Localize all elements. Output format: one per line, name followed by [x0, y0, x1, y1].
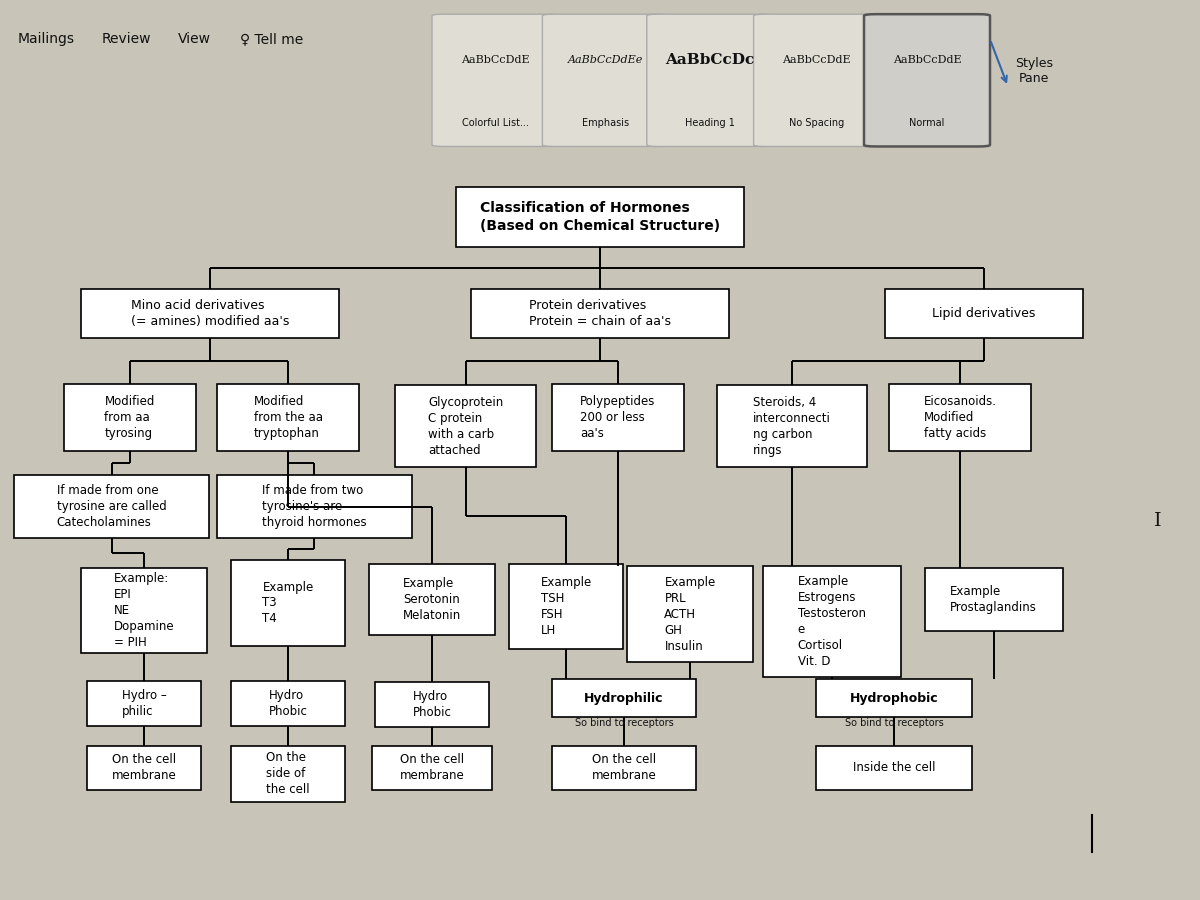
- Text: Steroids, 4
interconnecti
ng carbon
rings: Steroids, 4 interconnecti ng carbon ring…: [754, 396, 830, 457]
- Text: Hydro
Phobic: Hydro Phobic: [269, 688, 307, 717]
- Text: AaBbCcDdEe: AaBbCcDdEe: [568, 55, 643, 65]
- Text: Example
Estrogens
Testosteron
e
Cortisol
Vit. D: Example Estrogens Testosteron e Cortisol…: [798, 575, 865, 668]
- FancyBboxPatch shape: [864, 14, 990, 147]
- Text: If made from one
tyrosine are called
Catecholamines: If made from one tyrosine are called Cat…: [56, 484, 167, 529]
- FancyBboxPatch shape: [395, 385, 536, 467]
- FancyBboxPatch shape: [647, 14, 773, 147]
- FancyBboxPatch shape: [470, 289, 730, 338]
- Text: Example
Serotonin
Melatonin: Example Serotonin Melatonin: [403, 577, 461, 622]
- Text: Review: Review: [102, 32, 151, 47]
- Text: Glycoprotein
C protein
with a carb
attached: Glycoprotein C protein with a carb attac…: [428, 396, 503, 457]
- FancyBboxPatch shape: [552, 384, 684, 451]
- FancyBboxPatch shape: [718, 385, 866, 467]
- Text: On the cell
membrane: On the cell membrane: [112, 753, 176, 782]
- FancyBboxPatch shape: [754, 14, 880, 147]
- Text: If made from two
tyrosine's are
thyroid hormones: If made from two tyrosine's are thyroid …: [262, 484, 367, 529]
- Text: AaBbCcDdE: AaBbCcDdE: [893, 55, 961, 65]
- FancyBboxPatch shape: [88, 745, 200, 790]
- Text: Modified
from the aa
tryptophan: Modified from the aa tryptophan: [253, 395, 323, 440]
- Text: Example:
EPI
NE
Dopamine
= PIH: Example: EPI NE Dopamine = PIH: [114, 572, 174, 649]
- FancyBboxPatch shape: [628, 566, 754, 662]
- Text: Modified
from aa
tyrosing: Modified from aa tyrosing: [104, 395, 155, 440]
- Text: AaBbCcDc: AaBbCcDc: [665, 53, 755, 67]
- Text: On the cell
membrane: On the cell membrane: [400, 753, 464, 782]
- Text: Inside the cell: Inside the cell: [853, 761, 935, 774]
- Text: Example
PRL
ACTH
GH
Insulin: Example PRL ACTH GH Insulin: [665, 576, 715, 652]
- FancyBboxPatch shape: [217, 384, 359, 451]
- FancyBboxPatch shape: [924, 568, 1063, 631]
- Text: Heading 1: Heading 1: [685, 118, 734, 128]
- Text: On the
side of
the cell: On the side of the cell: [266, 752, 310, 796]
- Text: View: View: [178, 32, 211, 47]
- FancyBboxPatch shape: [884, 289, 1084, 338]
- Text: So bind to receptors: So bind to receptors: [575, 718, 673, 728]
- FancyBboxPatch shape: [552, 745, 696, 790]
- Text: Example
TSH
FSH
LH: Example TSH FSH LH: [541, 576, 592, 637]
- FancyBboxPatch shape: [230, 681, 346, 725]
- Text: Eicosanoids.
Modified
fatty acids: Eicosanoids. Modified fatty acids: [924, 395, 996, 440]
- Text: Hydro –
philic: Hydro – philic: [121, 688, 167, 717]
- Text: Mailings: Mailings: [18, 32, 74, 47]
- FancyBboxPatch shape: [230, 561, 346, 645]
- Text: Normal: Normal: [910, 118, 944, 128]
- FancyBboxPatch shape: [816, 745, 972, 790]
- Text: Hydro
Phobic: Hydro Phobic: [413, 690, 451, 719]
- Text: AaBbCcDdE: AaBbCcDdE: [782, 55, 851, 65]
- FancyBboxPatch shape: [230, 746, 346, 802]
- FancyBboxPatch shape: [552, 680, 696, 716]
- FancyBboxPatch shape: [64, 384, 196, 451]
- FancyBboxPatch shape: [509, 564, 624, 650]
- Text: Styles
Pane: Styles Pane: [1015, 57, 1054, 85]
- FancyBboxPatch shape: [456, 187, 744, 247]
- Text: So bind to receptors: So bind to receptors: [845, 718, 943, 728]
- Text: On the cell
membrane: On the cell membrane: [592, 753, 656, 782]
- FancyBboxPatch shape: [80, 289, 338, 338]
- FancyBboxPatch shape: [542, 14, 668, 147]
- Text: Example
T3
T4: Example T3 T4: [263, 580, 313, 626]
- FancyBboxPatch shape: [216, 475, 413, 538]
- FancyBboxPatch shape: [13, 475, 209, 538]
- Text: Hydrophobic: Hydrophobic: [850, 691, 938, 705]
- Text: Classification of Hormones
(Based on Chemical Structure): Classification of Hormones (Based on Che…: [480, 202, 720, 232]
- Text: Emphasis: Emphasis: [582, 118, 629, 128]
- Text: ♀ Tell me: ♀ Tell me: [240, 32, 304, 47]
- Text: Example
Prostaglandins: Example Prostaglandins: [950, 585, 1037, 614]
- Text: No Spacing: No Spacing: [788, 118, 845, 128]
- Text: Colorful List...: Colorful List...: [462, 118, 528, 128]
- FancyBboxPatch shape: [370, 564, 496, 634]
- Text: Protein derivatives
Protein = chain of aa's: Protein derivatives Protein = chain of a…: [529, 299, 671, 328]
- FancyBboxPatch shape: [372, 745, 492, 790]
- FancyBboxPatch shape: [889, 384, 1031, 451]
- FancyBboxPatch shape: [374, 682, 490, 727]
- FancyBboxPatch shape: [816, 680, 972, 716]
- Text: Lipid derivatives: Lipid derivatives: [932, 307, 1036, 320]
- Text: Hydrophilic: Hydrophilic: [584, 691, 664, 705]
- Text: I: I: [1154, 512, 1162, 530]
- Text: Polypeptides
200 or less
aa's: Polypeptides 200 or less aa's: [581, 395, 655, 440]
- Text: Mino acid derivatives
(= amines) modified aa's: Mino acid derivatives (= amines) modifie…: [131, 299, 289, 328]
- FancyBboxPatch shape: [82, 568, 206, 653]
- FancyBboxPatch shape: [432, 14, 558, 147]
- FancyBboxPatch shape: [763, 566, 900, 677]
- FancyBboxPatch shape: [88, 681, 200, 725]
- Text: AaBbCcDdE: AaBbCcDdE: [461, 55, 529, 65]
